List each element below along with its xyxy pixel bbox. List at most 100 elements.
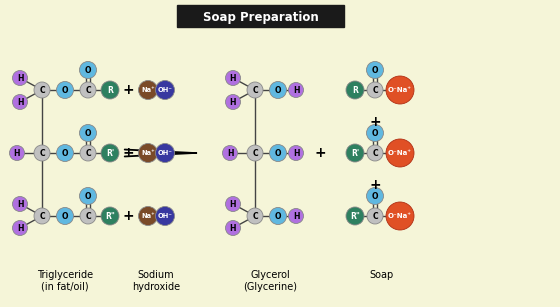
Text: R": R" [105,212,115,220]
Text: O: O [372,65,378,75]
Text: H: H [230,200,236,208]
Text: +: + [122,83,134,97]
Text: O: O [275,149,281,157]
Text: R": R" [350,212,360,220]
Text: C: C [252,86,258,95]
Circle shape [138,143,157,162]
Circle shape [34,82,50,98]
Text: O: O [275,212,281,220]
Text: +: + [122,209,134,223]
Circle shape [288,83,304,98]
Circle shape [386,76,414,104]
Text: C: C [39,149,45,157]
Text: +: + [122,146,134,160]
Text: O: O [85,129,91,138]
Circle shape [367,82,383,98]
Circle shape [366,61,384,79]
Text: H: H [227,149,234,157]
Text: OH⁻: OH⁻ [157,150,172,156]
Text: O: O [62,86,68,95]
Text: H: H [230,73,236,83]
Circle shape [367,145,383,161]
Circle shape [247,208,263,224]
Text: +: + [369,115,381,129]
Circle shape [80,208,96,224]
Text: Soap: Soap [370,270,394,280]
Circle shape [156,207,175,226]
Circle shape [269,208,287,224]
Circle shape [346,81,364,99]
Text: H: H [293,86,299,95]
Text: R': R' [351,149,359,157]
Text: OH⁻: OH⁻ [157,87,172,93]
Text: H: H [230,98,236,107]
Circle shape [101,144,119,162]
Text: O: O [85,192,91,200]
Text: C: C [39,86,45,95]
Circle shape [156,80,175,99]
Text: Soap Preparation: Soap Preparation [203,10,319,24]
Circle shape [12,95,27,110]
Text: O: O [62,149,68,157]
Circle shape [80,82,96,98]
Circle shape [57,208,73,224]
Circle shape [12,71,27,86]
Text: Na⁺: Na⁺ [141,150,155,156]
Text: R': R' [106,149,114,157]
Circle shape [57,81,73,99]
Text: O: O [275,86,281,95]
Text: Na⁺: Na⁺ [141,213,155,219]
Circle shape [101,81,119,99]
Text: C: C [85,86,91,95]
Text: Triglyceride
(in fat/oil): Triglyceride (in fat/oil) [37,270,93,292]
Circle shape [12,196,27,212]
Text: C: C [372,86,378,95]
Text: +: + [369,177,381,192]
Text: R: R [107,86,113,95]
Circle shape [247,82,263,98]
Circle shape [10,146,25,161]
Text: O⁻Na⁺: O⁻Na⁺ [388,213,412,219]
Text: O: O [62,212,68,220]
Circle shape [80,145,96,161]
Circle shape [386,202,414,230]
Text: H: H [17,98,24,107]
Circle shape [386,139,414,167]
Circle shape [367,208,383,224]
Text: O: O [372,129,378,138]
Circle shape [269,145,287,161]
Circle shape [269,81,287,99]
Circle shape [366,125,384,142]
Circle shape [80,61,96,79]
Text: H: H [14,149,20,157]
Circle shape [288,146,304,161]
Text: H: H [17,73,24,83]
Circle shape [80,125,96,142]
Text: H: H [293,212,299,220]
Text: +: + [314,146,326,160]
Circle shape [34,145,50,161]
Text: C: C [372,212,378,220]
Text: C: C [85,149,91,157]
Text: C: C [39,212,45,220]
Circle shape [57,145,73,161]
Circle shape [366,188,384,204]
Circle shape [156,143,175,162]
Text: Sodium
hydroxide: Sodium hydroxide [132,270,180,292]
Circle shape [226,95,240,110]
Circle shape [288,208,304,223]
Text: Glycerol
(Glycerine): Glycerol (Glycerine) [243,270,297,292]
Text: C: C [252,212,258,220]
Text: H: H [230,223,236,232]
Text: R: R [352,86,358,95]
Text: O: O [85,65,91,75]
Circle shape [247,145,263,161]
Circle shape [226,196,240,212]
Circle shape [138,207,157,226]
Text: C: C [85,212,91,220]
Circle shape [101,207,119,225]
Text: C: C [372,149,378,157]
Text: H: H [17,223,24,232]
Text: H: H [293,149,299,157]
Text: O⁻Na⁺: O⁻Na⁺ [388,150,412,156]
